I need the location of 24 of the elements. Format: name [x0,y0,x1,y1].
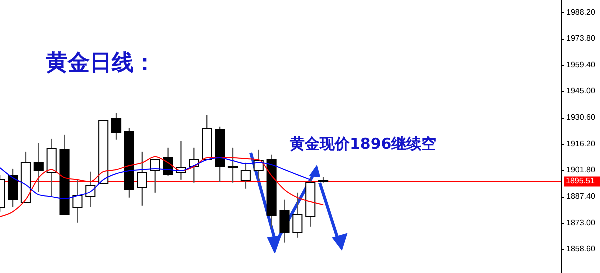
y-tick-label: 1873.00 [566,218,596,228]
candlestick [86,171,96,208]
annotation: 黄金现价1896继续空 [289,135,437,153]
candlestick [8,168,18,208]
y-tick-label: 1858.60 [566,244,596,254]
candlestick [137,151,148,206]
candlestick [112,112,122,140]
y-tick-label: 1901.80 [566,166,596,175]
y-tick-label: 1988.20 [566,8,596,17]
y-tick-label: 1887.40 [566,192,596,202]
candlestick [228,147,238,184]
candlestick [72,179,83,224]
y-tick-label: 1916.20 [566,139,596,148]
candlestick [150,159,160,194]
candlestick [292,192,303,238]
y-tick-label: 1973.80 [566,34,596,44]
y-tick-label: 1959.40 [566,60,596,70]
candlestick [240,162,251,190]
y-tick-label: 1945.00 [566,86,596,96]
ref-line-label: 1895.51 [566,176,596,186]
candlestick [34,142,44,193]
candlestick [280,199,290,244]
y-tick-label: 1930.60 [566,113,596,122]
text: 黄金日线： [45,51,156,76]
